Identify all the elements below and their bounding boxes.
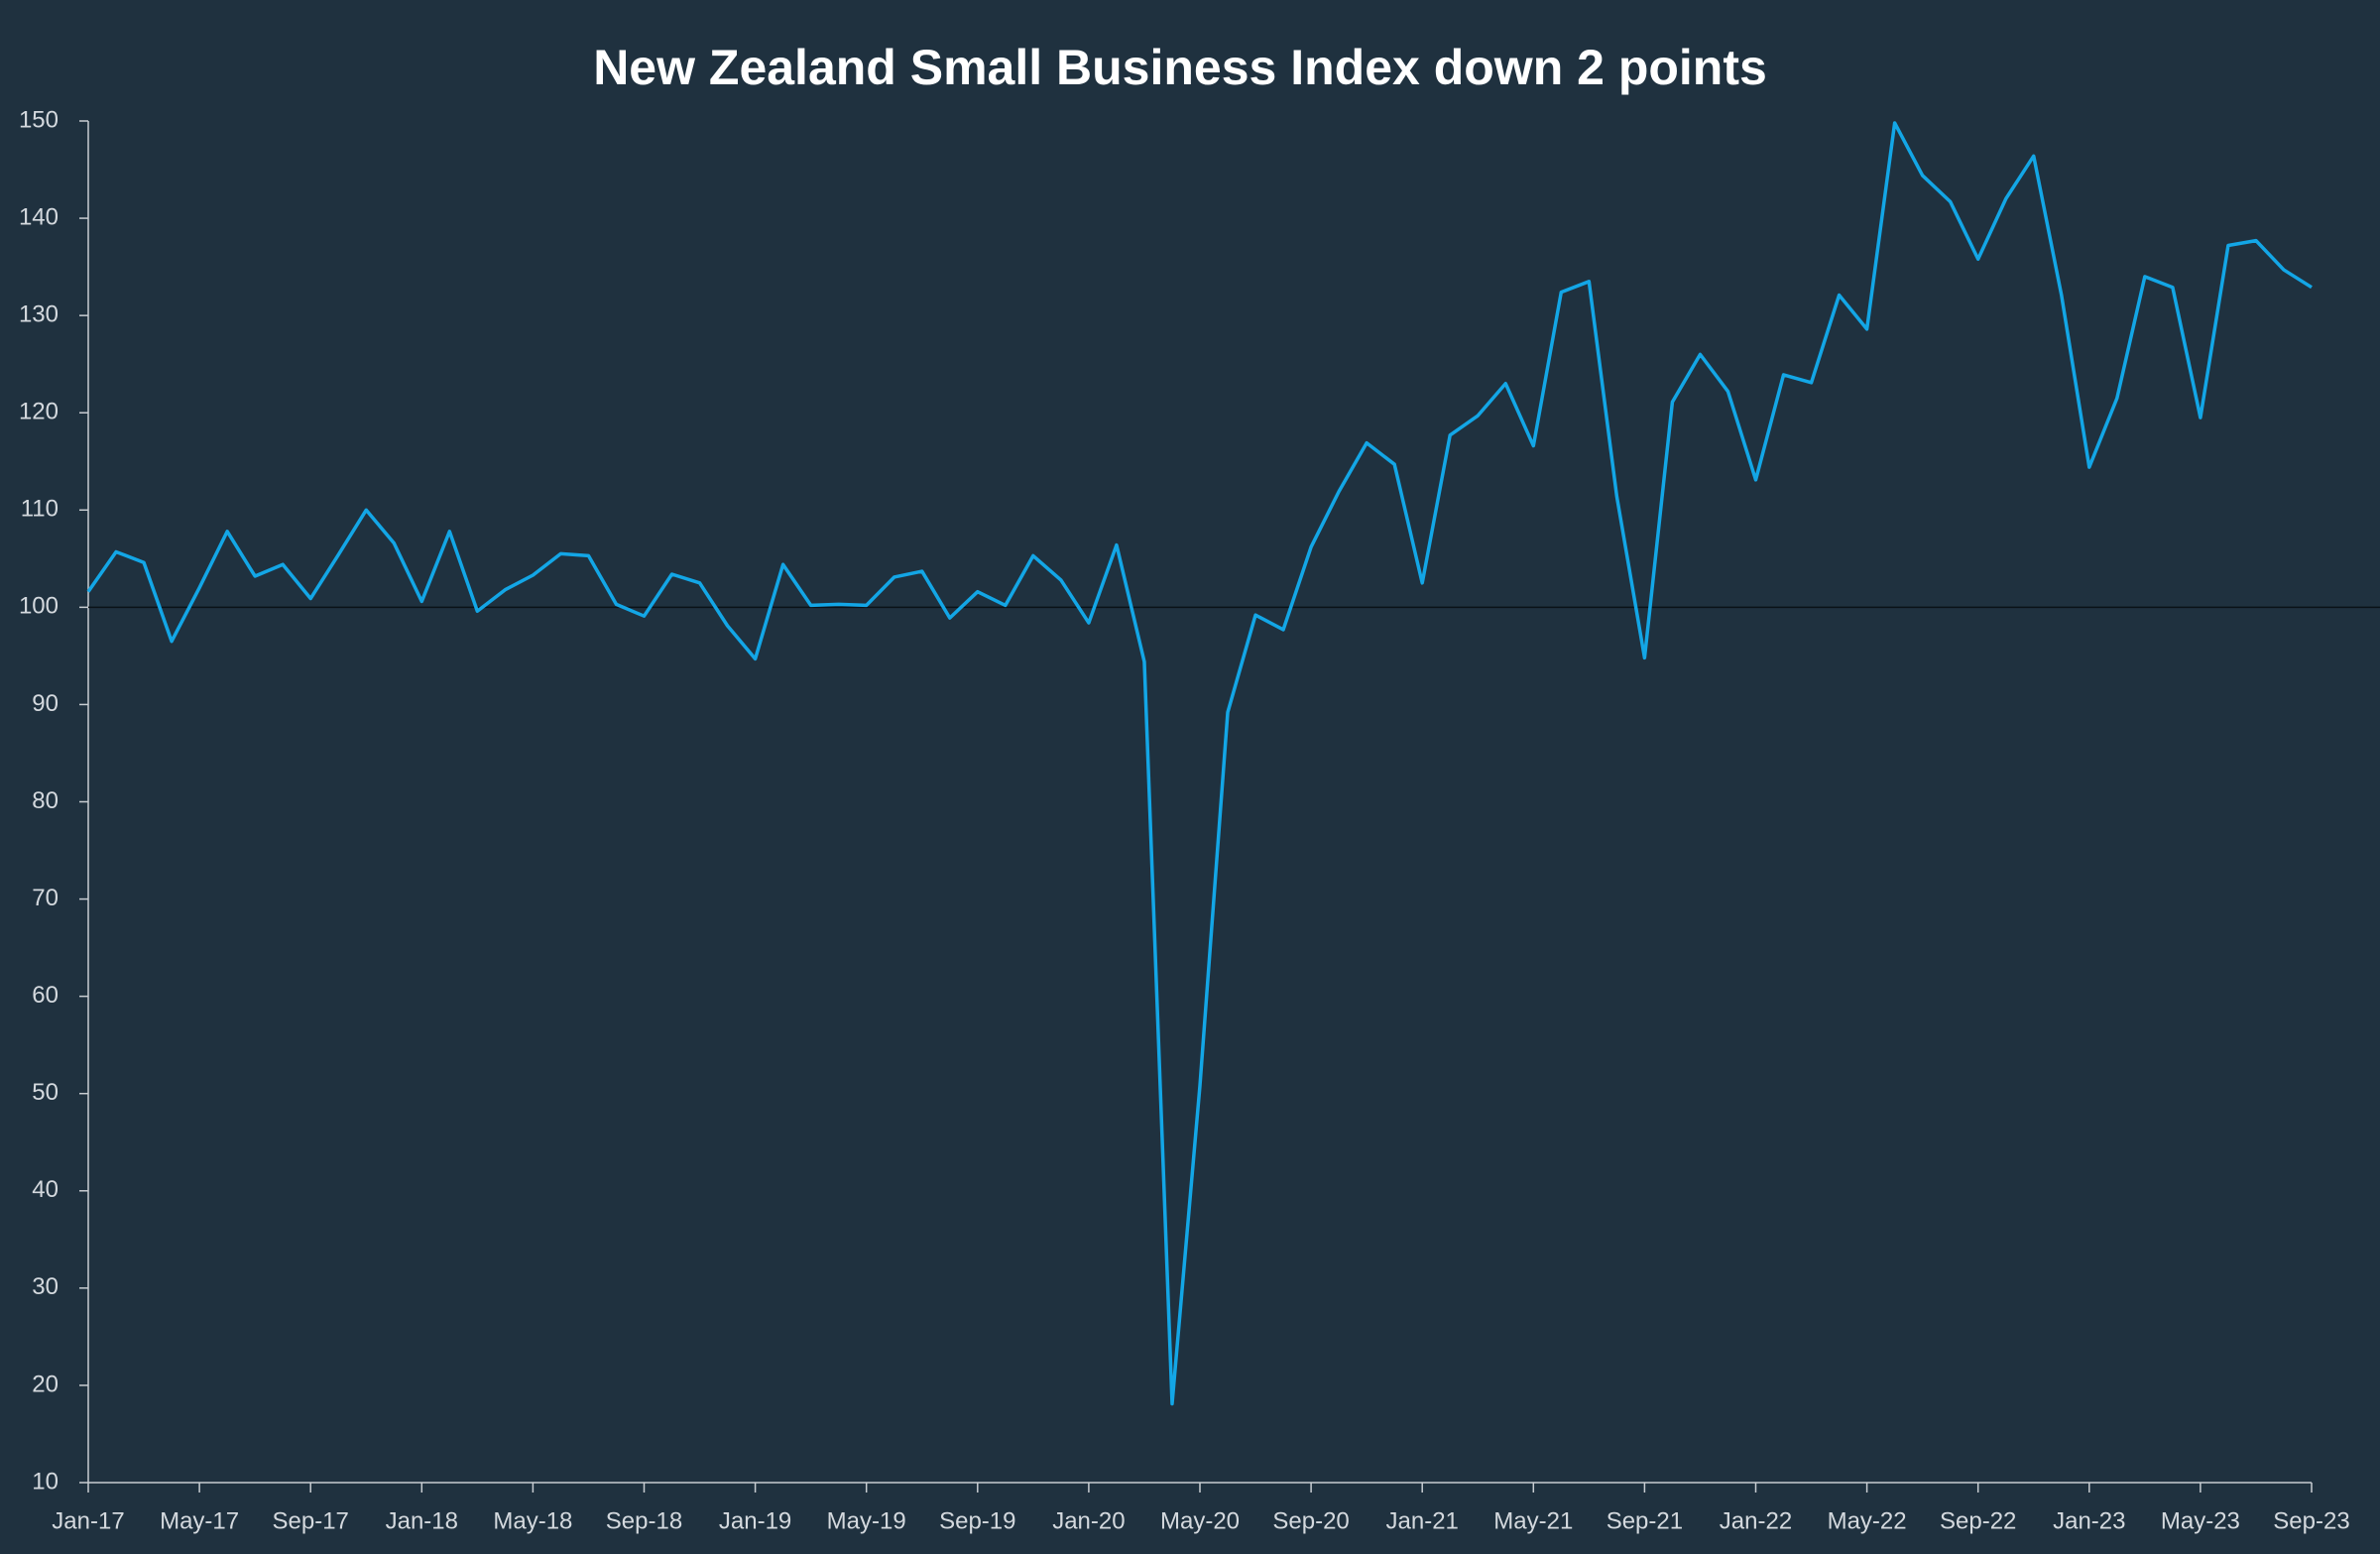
x-tick-label: Sep-19 — [939, 1507, 1015, 1534]
x-tick-label: Sep-18 — [606, 1507, 682, 1534]
x-tick-label: May-17 — [160, 1507, 239, 1534]
x-tick-label: May-21 — [1493, 1507, 1573, 1534]
x-tick-label: Jan-20 — [1052, 1507, 1125, 1534]
y-tick-label: 80 — [32, 787, 59, 814]
x-tick-label: Jan-18 — [386, 1507, 458, 1534]
x-tick-label: Sep-20 — [1272, 1507, 1349, 1534]
y-tick-label: 110 — [21, 496, 59, 523]
y-tick-label: 60 — [32, 982, 59, 1009]
x-tick-label: Sep-21 — [1606, 1507, 1683, 1534]
y-tick-label: 70 — [32, 885, 59, 911]
x-tick-label: Sep-17 — [273, 1507, 349, 1534]
y-tick-label: 120 — [19, 399, 59, 425]
y-tick-label: 150 — [19, 106, 59, 133]
y-tick-label: 20 — [32, 1371, 59, 1397]
y-tick-label: 30 — [32, 1273, 59, 1300]
x-tick-label: May-23 — [2161, 1507, 2240, 1534]
y-tick-label: 10 — [32, 1468, 59, 1494]
x-tick-label: Jan-22 — [1720, 1507, 1792, 1534]
y-tick-label: 50 — [32, 1079, 59, 1106]
x-tick-label: Jan-17 — [52, 1507, 124, 1534]
x-tick-label: May-22 — [1828, 1507, 1907, 1534]
x-tick-label: Sep-22 — [1940, 1507, 2016, 1534]
x-tick-label: May-20 — [1160, 1507, 1240, 1534]
y-tick-label: 130 — [19, 300, 59, 327]
x-tick-label: Jan-23 — [2053, 1507, 2125, 1534]
y-tick-label: 90 — [32, 690, 59, 717]
x-tick-label: May-18 — [493, 1507, 572, 1534]
x-tick-label: Jan-21 — [1386, 1507, 1459, 1534]
y-tick-label: 40 — [32, 1176, 59, 1203]
x-tick-label: May-19 — [827, 1507, 906, 1534]
data-line — [86, 121, 2313, 1406]
x-tick-label: Sep-23 — [2273, 1507, 2349, 1534]
x-tick-label: Jan-19 — [719, 1507, 791, 1534]
y-tick-label: 140 — [19, 203, 59, 230]
chart-title: New Zealand Small Business Index down 2 … — [593, 40, 1767, 95]
y-tick-label: 100 — [19, 593, 59, 620]
